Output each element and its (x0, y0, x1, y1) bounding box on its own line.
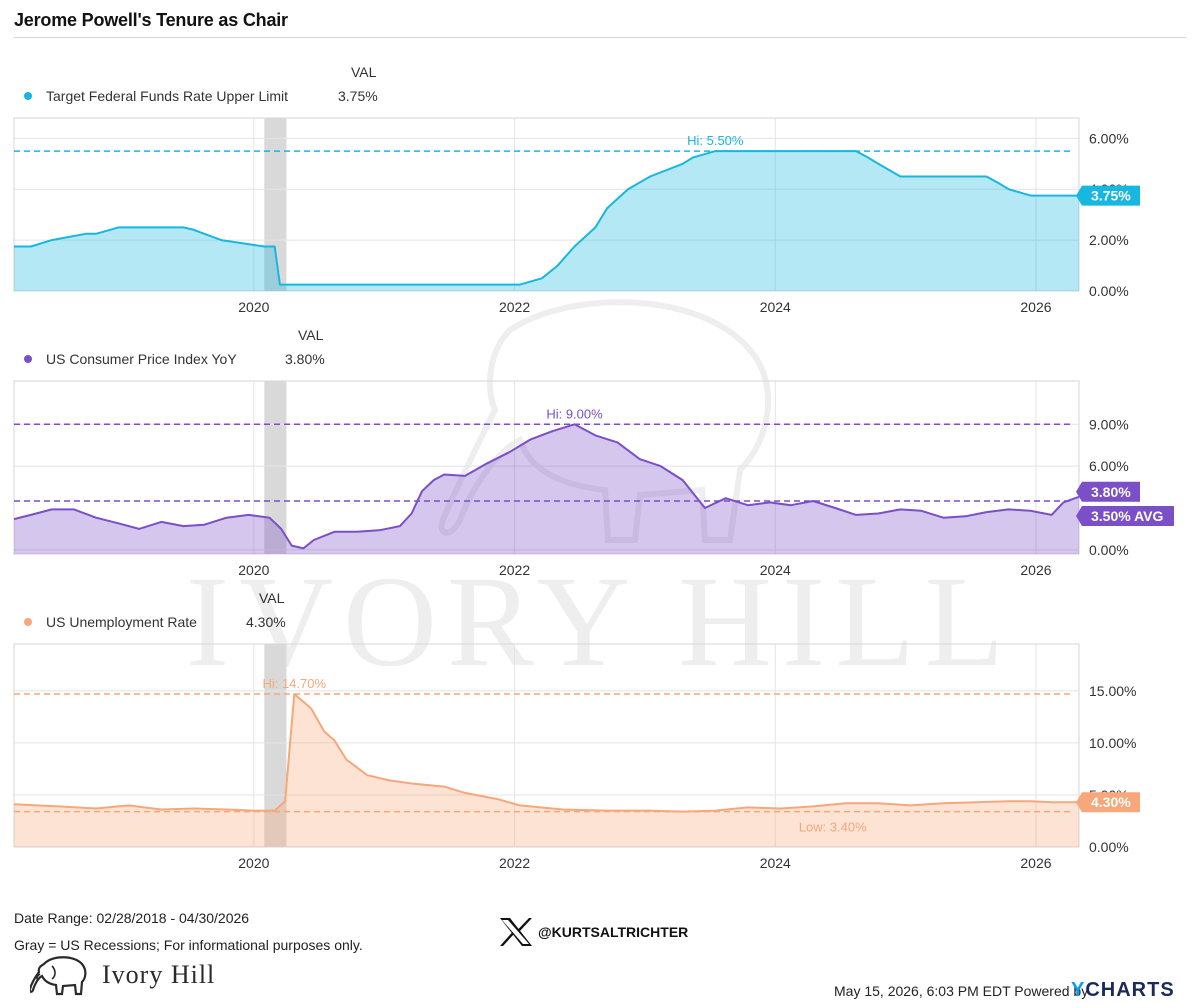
y-tick-label: 10.00% (1089, 735, 1136, 751)
hi-label: Hi: 9.00% (546, 406, 603, 421)
x-tick-label: 2020 (238, 299, 269, 315)
ivory-hill-wordmark: Ivory Hill (102, 960, 216, 989)
ycharts-logo[interactable]: YCHARTS (1071, 979, 1175, 1002)
end-value-badge-bg (1076, 185, 1140, 206)
plot-frame (13, 643, 1080, 848)
x-tick-label: 2020 (238, 855, 269, 871)
unemployment-panel: Hi: 14.70%Low: 3.40%0.00%5.00%10.00%15.0… (13, 643, 1140, 871)
end-value-badge-bg (1076, 792, 1140, 813)
title-divider (14, 37, 1186, 38)
elephant-watermark-icon (438, 299, 772, 543)
recession-note: Gray = US Recessions; For informational … (14, 937, 363, 953)
series-area (14, 424, 1079, 554)
series-area (14, 694, 1079, 847)
y-tick-label: 6.00% (1089, 130, 1129, 146)
watermark-text: IVORY HILL (186, 550, 1014, 694)
legend-series-name: US Unemployment Rate (46, 614, 197, 630)
recession-band (264, 118, 287, 291)
fed-funds-panel: Hi: 5.50%0.00%2.00%4.00%6.00%20202022202… (13, 117, 1140, 315)
series-dot-icon (24, 355, 32, 363)
hi-label: Hi: 5.50% (687, 133, 744, 148)
end-value-badge: 3.80% (1091, 484, 1131, 500)
x-tick-label: 2022 (499, 562, 530, 578)
cpi-panel: Hi: 9.00% 0.00% 6.00% 9.00% 2020 2022 2024 2026… (13, 380, 1174, 578)
timestamp: May 15, 2026, 6:03 PM EDT Powered by (834, 983, 1089, 999)
series-area (14, 151, 1079, 291)
y-tick-label: 15.00% (1089, 683, 1136, 699)
end-value-badge-bg (1076, 481, 1140, 502)
x-tick-label: 2022 (499, 299, 530, 315)
series-line (13, 693, 1079, 813)
series-dot-icon (24, 618, 32, 626)
x-tick-label: 2026 (1020, 562, 1051, 578)
chart-title: Jerome Powell's Tenure as Chair (14, 10, 288, 30)
x-tick-label: 2020 (238, 562, 269, 578)
low-label: Low: 3.40% (799, 820, 867, 835)
legend-series-name: US Consumer Price Index YoY (46, 351, 237, 367)
legend-value-header: VAL (298, 327, 324, 343)
ycharts-logo-y: Y (1071, 979, 1086, 1001)
y-tick-label: 6.00% (1089, 458, 1129, 474)
end-value-badge: 4.30% (1091, 794, 1131, 810)
ivory-hill-elephant-logo-icon (30, 956, 87, 996)
date-range: Date Range: 02/28/2018 - 04/30/2026 (14, 910, 250, 926)
series-dot-icon (24, 92, 32, 100)
plot-frame (13, 117, 1080, 292)
avg-value-badge: 3.50% AVG (1091, 508, 1163, 524)
series-line (13, 423, 1080, 550)
legend-value-header: VAL (259, 590, 285, 606)
ycharts-logo-text: CHARTS (1085, 979, 1175, 1001)
x-tick-label: 2022 (499, 855, 530, 871)
x-logo-icon (500, 918, 532, 946)
plot-frame (13, 380, 1080, 555)
social-handle[interactable]: @KURTSALTRICHTER (538, 924, 689, 940)
y-tick-label: 0.00% (1089, 542, 1129, 558)
watermark: IVORY HILL (186, 299, 1014, 694)
recession-band (264, 644, 287, 847)
end-value-badge: 3.75% (1091, 188, 1131, 204)
legend-series-name: Target Federal Funds Rate Upper Limit (46, 88, 288, 104)
hi-label: Hi: 14.70% (262, 676, 326, 691)
y-tick-label: 2.00% (1089, 232, 1129, 248)
series-line (14, 150, 1079, 286)
y-tick-label: 0.00% (1089, 283, 1129, 299)
legend-series-value: 3.75% (338, 88, 378, 104)
y-tick-label: 0.00% (1089, 839, 1129, 855)
x-tick-label: 2024 (760, 562, 791, 578)
x-tick-label: 2026 (1020, 299, 1051, 315)
x-tick-label: 2024 (760, 299, 791, 315)
legend-series-value: 3.80% (285, 351, 325, 367)
legend-value-header: VAL (351, 64, 377, 80)
x-tick-label: 2026 (1020, 855, 1051, 871)
avg-value-badge-bg (1076, 505, 1174, 526)
x-tick-label: 2024 (760, 855, 791, 871)
y-tick-label: 9.00% (1089, 416, 1129, 432)
legend-series-value: 4.30% (246, 614, 286, 630)
